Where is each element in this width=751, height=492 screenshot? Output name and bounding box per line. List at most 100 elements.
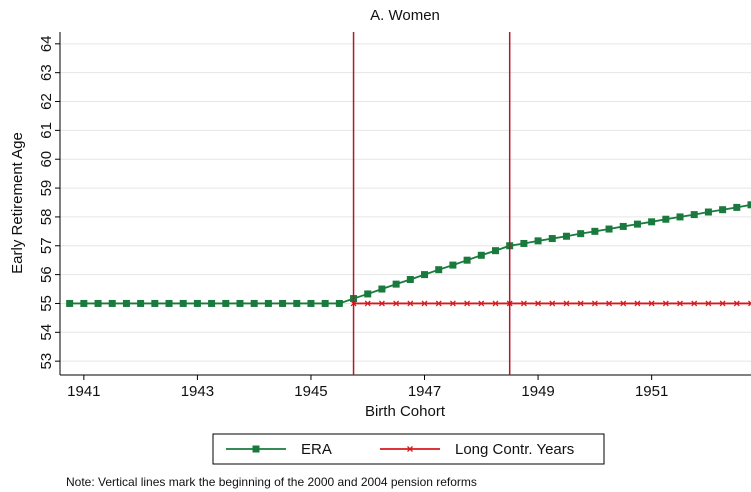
marker	[364, 290, 372, 298]
y-tick-label: 53	[38, 353, 55, 370]
marker	[364, 300, 371, 307]
marker	[378, 285, 386, 293]
marker	[520, 239, 528, 247]
marker	[279, 299, 287, 307]
marker	[421, 271, 429, 279]
marker	[491, 247, 499, 255]
marker	[577, 230, 585, 238]
marker	[619, 222, 627, 230]
marker	[733, 203, 741, 211]
marker	[463, 256, 471, 264]
marker	[477, 251, 485, 259]
marker	[407, 446, 413, 452]
y-tick-label: 63	[38, 64, 55, 81]
marker	[122, 299, 130, 307]
marker	[378, 300, 385, 307]
marker	[392, 280, 400, 288]
marker	[94, 299, 102, 307]
marker	[449, 261, 457, 269]
marker	[449, 300, 456, 307]
marker	[535, 300, 542, 307]
marker	[435, 300, 442, 307]
y-tick-label: 57	[38, 237, 55, 254]
x-tick-label: 1949	[521, 383, 554, 400]
marker	[591, 300, 598, 307]
marker	[222, 299, 230, 307]
marker	[193, 299, 201, 307]
marker	[691, 300, 698, 307]
legend-label: Long Contr. Years	[455, 441, 574, 458]
marker	[606, 300, 613, 307]
marker	[648, 218, 656, 226]
marker	[562, 232, 570, 240]
marker	[549, 300, 556, 307]
marker	[676, 213, 684, 221]
marker	[733, 300, 740, 307]
marker	[605, 225, 613, 233]
marker	[137, 299, 145, 307]
marker	[705, 300, 712, 307]
y-tick-label: 60	[38, 151, 55, 168]
y-axis-label: Early Retirement Age	[9, 132, 26, 274]
marker	[66, 299, 74, 307]
marker	[704, 208, 712, 216]
y-tick-label: 56	[38, 266, 55, 283]
x-axis-label: Birth Cohort	[365, 403, 446, 420]
note: Note: Vertical lines mark the beginning …	[66, 475, 477, 489]
marker	[662, 300, 669, 307]
marker	[648, 300, 655, 307]
marker	[577, 300, 584, 307]
y-tick-label: 58	[38, 209, 55, 226]
marker	[719, 300, 726, 307]
marker	[252, 445, 260, 453]
marker	[690, 211, 698, 219]
marker	[492, 300, 499, 307]
chart-title: A. Women	[370, 7, 440, 24]
marker	[165, 299, 173, 307]
marker	[478, 300, 485, 307]
x-tick-label: 1941	[67, 383, 100, 400]
marker	[719, 206, 727, 214]
marker	[208, 299, 216, 307]
marker	[335, 299, 343, 307]
marker	[634, 300, 641, 307]
marker	[393, 300, 400, 307]
x-tick-label: 1951	[635, 383, 668, 400]
marker	[563, 300, 570, 307]
y-tick-label: 54	[38, 324, 55, 341]
marker	[179, 299, 187, 307]
marker	[591, 227, 599, 235]
marker	[534, 237, 542, 245]
marker	[677, 300, 683, 307]
y-tick-label: 59	[38, 180, 55, 197]
x-tick-label: 1945	[294, 383, 327, 400]
marker	[548, 235, 556, 243]
marker	[407, 300, 414, 307]
marker	[620, 300, 627, 307]
marker	[108, 299, 116, 307]
x-tick-label: 1943	[181, 383, 214, 400]
marker	[421, 300, 428, 307]
marker	[80, 299, 88, 307]
marker	[464, 300, 471, 307]
x-tick-label: 1947	[408, 383, 441, 400]
y-tick-label: 64	[38, 35, 55, 52]
y-tick-label: 55	[38, 295, 55, 312]
marker	[151, 299, 159, 307]
marker	[520, 300, 527, 307]
marker	[307, 299, 315, 307]
y-tick-label: 62	[38, 93, 55, 110]
marker	[321, 299, 329, 307]
marker	[264, 299, 272, 307]
marker	[435, 266, 443, 274]
marker	[406, 276, 414, 284]
marker	[293, 299, 301, 307]
marker	[250, 299, 258, 307]
marker	[748, 300, 751, 307]
marker	[747, 201, 751, 209]
marker	[662, 215, 670, 223]
legend-label: ERA	[301, 441, 332, 458]
marker	[236, 299, 244, 307]
y-tick-label: 61	[38, 122, 55, 139]
